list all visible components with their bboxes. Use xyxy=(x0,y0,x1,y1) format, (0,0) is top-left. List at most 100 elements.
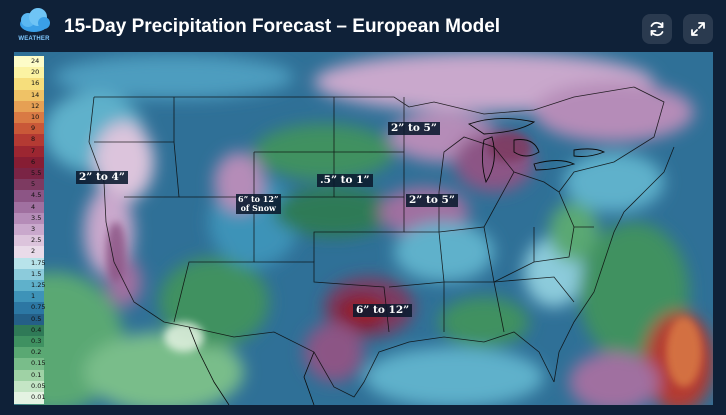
legend-swatch-bg xyxy=(30,56,44,68)
legend-swatch xyxy=(14,280,30,292)
legend-swatch xyxy=(14,380,30,393)
legend-swatch xyxy=(14,369,30,382)
legend-label: 4.5 xyxy=(31,191,42,200)
legend-label: 5 xyxy=(31,180,36,189)
legend-label: 1 xyxy=(31,292,36,301)
legend-swatch-bg xyxy=(30,212,44,225)
legend-swatch-bg xyxy=(30,257,44,270)
legend-swatch xyxy=(14,336,30,348)
legend-swatch xyxy=(14,145,30,158)
legend-label: 1.5 xyxy=(31,269,42,278)
logo-text: WEATHER xyxy=(18,36,50,42)
legend-label: 0.15 xyxy=(31,359,46,368)
great-lakes xyxy=(467,117,606,184)
legend-swatch-bg xyxy=(30,145,44,158)
legend-label: 0.1 xyxy=(31,370,42,379)
legend-label: 5.5 xyxy=(31,169,42,177)
legend-label: 0.3 xyxy=(31,337,42,345)
legend-swatch-bg xyxy=(30,291,44,303)
label-rockies-snow-line1: 6” to 12” xyxy=(238,194,279,204)
legend-label: 0.4 xyxy=(31,325,42,334)
precipitation-legend: 24 20 16 14 12 10 9 8 7 6 5.5 5 4.5 4 3.5 3 2.5 2 1.75 1.5 1… xyxy=(14,52,46,405)
map-canvas xyxy=(14,52,713,405)
legend-swatch-bg xyxy=(30,134,44,147)
state-borders xyxy=(88,86,675,398)
legend-label: 10 xyxy=(31,113,40,121)
label-plains: .5” to 1” xyxy=(317,174,373,187)
legend-label: 1.25 xyxy=(31,281,46,289)
legend-label: 1.75 xyxy=(31,258,46,267)
legend-swatch-bg xyxy=(30,123,44,135)
legend-swatch-bg xyxy=(30,380,44,393)
fullscreen-button[interactable] xyxy=(683,14,713,44)
legend-swatch-bg xyxy=(30,78,44,91)
legend-label: 0.2 xyxy=(31,348,42,357)
legend-swatch-bg xyxy=(30,224,44,236)
legend-swatch-bg xyxy=(30,392,44,404)
legend-swatch-bg xyxy=(30,280,44,292)
legend-swatch-bg xyxy=(30,89,44,102)
legend-swatch xyxy=(14,56,30,68)
legend-label: 2 xyxy=(31,247,36,256)
legend-swatch xyxy=(14,313,30,326)
legend-swatch-bg xyxy=(30,156,44,169)
legend-swatch xyxy=(14,78,30,91)
legend-swatch-bg xyxy=(30,268,44,281)
mexico-border xyxy=(188,326,315,405)
legend-swatch xyxy=(14,291,30,303)
legend-swatch xyxy=(14,190,30,203)
legend-swatch-bg xyxy=(30,201,44,214)
legend-swatch xyxy=(14,235,30,247)
legend-swatch xyxy=(14,324,30,337)
label-rockies-snow: 6” to 12” of Snow xyxy=(236,194,281,214)
legend-swatch xyxy=(14,358,30,371)
legend-label: 14 xyxy=(31,90,40,99)
legend-swatch-bg xyxy=(30,246,44,259)
legend-label: 8 xyxy=(31,135,36,144)
header-bar: WEATHER 15-Day Precipitation Forecast – … xyxy=(0,0,726,52)
legend-swatch-bg xyxy=(30,336,44,348)
legend-swatch xyxy=(14,302,30,315)
legend-swatch-bg xyxy=(30,347,44,359)
bottom-bar xyxy=(0,405,726,415)
legend-swatch-bg xyxy=(30,67,44,79)
legend-swatch-bg xyxy=(30,302,44,315)
legend-label: 7 xyxy=(31,146,36,155)
page-title: 15-Day Precipitation Forecast – European… xyxy=(64,16,501,37)
legend-swatch xyxy=(14,89,30,102)
legend-label: 3 xyxy=(31,225,36,233)
precip-detail xyxy=(106,132,702,387)
legend-swatch xyxy=(14,134,30,147)
label-upper-midwest: 2” to 5” xyxy=(388,122,440,135)
legend-swatch-bg xyxy=(30,112,44,124)
refresh-icon xyxy=(650,21,664,37)
legend-swatch-bg xyxy=(30,100,44,113)
legend-swatch-bg xyxy=(30,168,44,180)
legend-swatch xyxy=(14,347,30,359)
legend-swatch xyxy=(14,168,30,180)
legend-label: 6 xyxy=(31,157,36,166)
legend-swatch-bg xyxy=(30,235,44,247)
refresh-button[interactable] xyxy=(642,14,672,44)
label-rockies-snow-line2: of Snow xyxy=(240,203,276,213)
legend-swatch xyxy=(14,268,30,281)
legend-swatch xyxy=(14,212,30,225)
legend-label: 4 xyxy=(31,202,36,211)
legend-label: 0.05 xyxy=(31,381,46,390)
legend-swatch xyxy=(14,246,30,259)
legend-label: 0.75 xyxy=(31,303,46,312)
legend-swatch-bg xyxy=(30,324,44,337)
cloud-logo-icon xyxy=(20,8,50,32)
legend-swatch xyxy=(14,257,30,270)
label-mid-mississippi: 2” to 5” xyxy=(406,194,458,207)
legend-swatch xyxy=(14,112,30,124)
legend-label: 12 xyxy=(31,101,40,110)
weather-logo: WEATHER xyxy=(14,6,54,46)
legend-label: 16 xyxy=(31,79,40,88)
legend-swatch xyxy=(14,100,30,113)
legend-swatch xyxy=(14,201,30,214)
legend-label: 0.01 xyxy=(31,393,46,401)
legend-swatch xyxy=(14,224,30,236)
label-texas: 6” to 12” xyxy=(353,304,413,317)
label-west-coast: 2” to 4” xyxy=(76,171,128,184)
